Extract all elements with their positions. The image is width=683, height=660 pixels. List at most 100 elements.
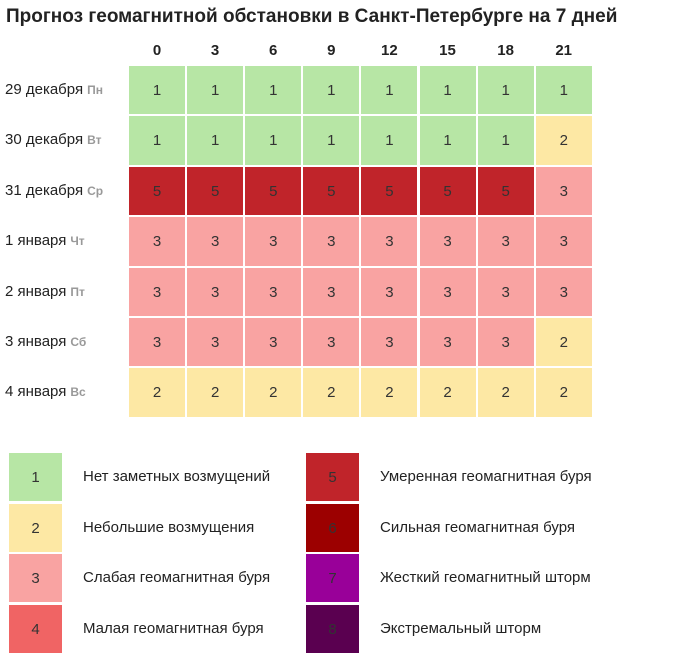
heat-cell: 1 bbox=[186, 115, 245, 166]
date-text: 31 декабря bbox=[5, 181, 84, 199]
legend-swatch: 8 bbox=[305, 603, 360, 654]
heat-cell: 5 bbox=[186, 165, 245, 217]
date-text: 3 января bbox=[5, 333, 67, 350]
heat-cell: 2 bbox=[534, 115, 593, 166]
heat-cell: 3 bbox=[476, 266, 535, 317]
heat-cell: 3 bbox=[534, 216, 593, 267]
legend-label: Слабая геомагнитная буря bbox=[83, 569, 271, 586]
column-header: 0 bbox=[152, 42, 162, 59]
legend-swatch: 5 bbox=[305, 452, 360, 502]
row-date: 30 декабря Вт bbox=[5, 115, 101, 165]
title: Прогноз геомагнитной обстановки в Санкт-… bbox=[6, 6, 618, 27]
heat-cell: 2 bbox=[534, 317, 593, 368]
heat-cell: 3 bbox=[418, 266, 477, 317]
heat-cell: 2 bbox=[244, 367, 303, 418]
heat-cell: 2 bbox=[476, 367, 535, 418]
heat-cell: 5 bbox=[476, 165, 535, 217]
row-date: 3 января Сб bbox=[5, 317, 86, 367]
heat-cell: 1 bbox=[128, 115, 187, 166]
legend-swatch: 2 bbox=[8, 502, 63, 553]
legend-label: Экстремальный шторм bbox=[380, 619, 542, 637]
heat-cell: 5 bbox=[302, 165, 361, 217]
legend-label: Небольшие возмущения bbox=[83, 518, 255, 536]
heat-cell: 1 bbox=[186, 65, 245, 116]
heat-cell: 1 bbox=[128, 65, 187, 116]
heat-cell: 5 bbox=[128, 165, 187, 217]
heat-cell: 3 bbox=[534, 165, 593, 217]
heat-cell: 1 bbox=[476, 115, 535, 166]
heat-cell: 1 bbox=[244, 115, 303, 166]
legend-swatch: 6 bbox=[305, 502, 360, 553]
heat-cell: 1 bbox=[302, 115, 361, 166]
legend-swatch: 4 bbox=[8, 603, 63, 654]
row-date: 1 января Чт bbox=[5, 216, 85, 266]
heat-cell: 1 bbox=[360, 65, 419, 116]
heat-cell: 2 bbox=[534, 367, 593, 418]
heat-cell: 3 bbox=[186, 216, 245, 267]
heat-cell: 3 bbox=[244, 266, 303, 317]
heat-cell: 3 bbox=[186, 317, 245, 368]
heat-cell: 2 bbox=[360, 367, 419, 418]
heat-cell: 3 bbox=[360, 216, 419, 267]
heat-cell: 5 bbox=[360, 165, 419, 217]
heat-cell: 5 bbox=[418, 165, 477, 217]
column-header: 18 bbox=[497, 42, 514, 59]
row-date: 4 января Вс bbox=[5, 367, 86, 417]
row-date: 31 декабря Ср bbox=[5, 166, 103, 216]
date-text: 30 декабря bbox=[5, 131, 84, 149]
column-header: 15 bbox=[439, 42, 456, 59]
row-date: 2 января Пт bbox=[5, 267, 85, 317]
heat-cell: 3 bbox=[360, 266, 419, 317]
legend-label: Жесткий геомагнитный шторм bbox=[380, 569, 591, 586]
weekday: Ср bbox=[87, 183, 104, 198]
heat-cell: 3 bbox=[128, 216, 187, 267]
column-header: 6 bbox=[269, 42, 278, 59]
heat-cell: 5 bbox=[244, 165, 303, 217]
heat-cell: 1 bbox=[302, 65, 361, 116]
legend-label: Малая геомагнитная буря bbox=[83, 619, 264, 637]
legend-label: Умеренная геомагнитная буря bbox=[380, 468, 592, 485]
heat-cell: 3 bbox=[418, 216, 477, 267]
row-date: 29 декабря Пн bbox=[5, 65, 103, 115]
date-text: 4 января bbox=[5, 383, 67, 401]
weekday: Вт bbox=[87, 133, 102, 148]
weekday: Вс bbox=[70, 385, 86, 400]
column-header: 9 bbox=[327, 42, 336, 59]
legend-label: Нет заметных возмущений bbox=[83, 468, 271, 485]
date-text: 2 января bbox=[5, 282, 67, 300]
heat-cell: 3 bbox=[244, 317, 303, 368]
heat-cell: 1 bbox=[534, 65, 593, 116]
heat-cell: 3 bbox=[418, 317, 477, 368]
weekday: Сб bbox=[70, 335, 87, 349]
date-text: 1 января bbox=[5, 232, 67, 250]
weekday: Пт bbox=[70, 284, 85, 299]
column-header: 21 bbox=[555, 42, 573, 59]
heat-cell: 2 bbox=[128, 367, 187, 418]
legend-swatch: 1 bbox=[8, 452, 63, 502]
heat-cell: 1 bbox=[244, 65, 303, 116]
heat-cell: 3 bbox=[128, 266, 187, 317]
heat-cell: 1 bbox=[418, 115, 477, 166]
date-text: 29 декабря bbox=[5, 81, 84, 98]
column-header: 12 bbox=[381, 42, 398, 59]
heat-cell: 3 bbox=[186, 266, 245, 317]
weekday: Пн bbox=[87, 83, 103, 97]
heat-cell: 3 bbox=[128, 317, 187, 368]
weekday: Чт bbox=[70, 234, 85, 249]
legend-swatch: 3 bbox=[8, 553, 63, 603]
heat-cell: 3 bbox=[476, 216, 535, 267]
heat-cell: 3 bbox=[302, 216, 361, 267]
heat-cell: 3 bbox=[244, 216, 303, 267]
column-header: 3 bbox=[210, 42, 220, 59]
heat-cell: 3 bbox=[302, 317, 361, 368]
heat-cell: 1 bbox=[360, 115, 419, 166]
heat-cell: 1 bbox=[476, 65, 535, 116]
legend-swatch: 7 bbox=[305, 553, 360, 603]
heat-cell: 2 bbox=[186, 367, 245, 418]
heat-cell: 2 bbox=[418, 367, 477, 418]
heat-cell: 3 bbox=[302, 266, 361, 317]
heat-cell: 3 bbox=[476, 317, 535, 368]
heat-cell: 3 bbox=[360, 317, 419, 368]
heat-cell: 2 bbox=[302, 367, 361, 418]
